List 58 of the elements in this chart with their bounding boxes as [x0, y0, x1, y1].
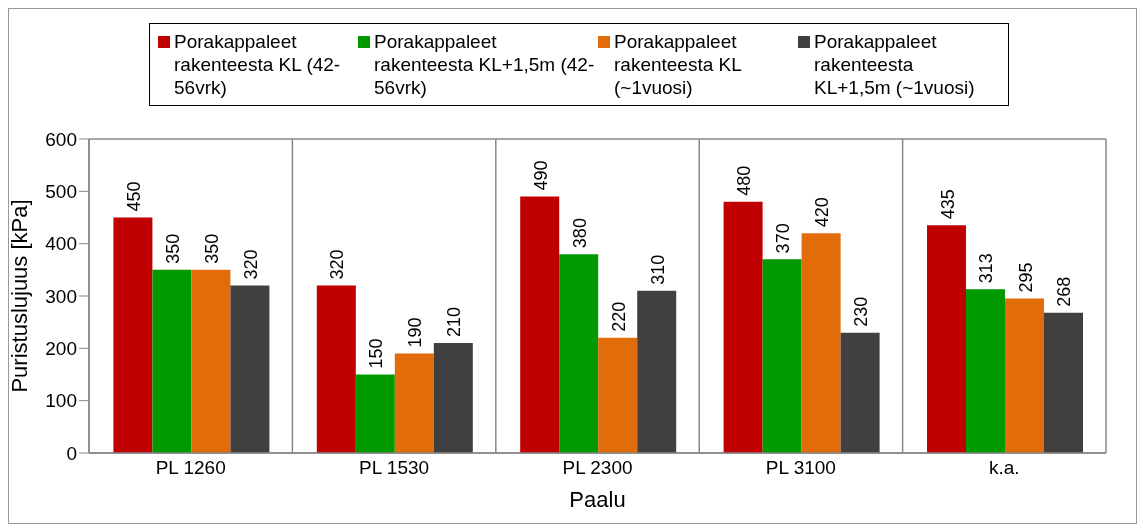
data-label: 313	[976, 253, 997, 284]
x-axis-title: Paalu	[569, 487, 626, 512]
data-label: 370	[773, 223, 794, 254]
bar	[355, 374, 395, 453]
y-tick-label: 200	[45, 338, 77, 360]
data-label: 350	[201, 233, 222, 264]
data-label: 295	[1015, 262, 1036, 293]
bar	[152, 269, 192, 453]
x-tick-label: PL 1530	[359, 457, 430, 479]
data-label: 150	[366, 338, 387, 369]
y-tick-label: 600	[45, 128, 77, 150]
data-label: 220	[608, 301, 629, 332]
data-label: 420	[812, 197, 833, 228]
bar	[598, 337, 638, 453]
bar	[637, 290, 677, 453]
data-label: 480	[734, 165, 755, 196]
x-tick-label: PL 2300	[562, 457, 633, 479]
data-label: 268	[1054, 276, 1075, 307]
bar	[230, 285, 270, 453]
bar	[394, 353, 434, 453]
data-label: 190	[405, 317, 426, 348]
data-label: 490	[530, 160, 551, 191]
y-tick-label: 500	[45, 181, 77, 203]
bar	[723, 201, 763, 453]
bar	[433, 343, 473, 453]
data-label: 450	[123, 181, 144, 212]
data-label: 320	[240, 249, 261, 280]
bar	[762, 259, 802, 453]
y-axis-title: Puristuslujuus [kPa]	[6, 199, 32, 393]
bar	[1005, 298, 1045, 453]
bar	[1044, 312, 1084, 453]
data-label: 350	[162, 233, 183, 264]
bar	[113, 217, 153, 453]
y-tick-label: 400	[45, 233, 77, 255]
y-tick-label: 0	[66, 442, 77, 464]
legend-label: Porakappaleet rakenteesta KL+1,5m (~1vuosi)	[814, 30, 976, 99]
data-label: 380	[569, 218, 590, 249]
bar	[316, 285, 356, 453]
data-label: 320	[327, 249, 348, 280]
y-tick-label: 300	[45, 285, 77, 307]
bar	[191, 269, 231, 453]
bar	[801, 233, 841, 453]
bar	[559, 254, 599, 453]
x-tick-label: PL 3100	[765, 457, 836, 479]
legend-label: Porakappaleet rakenteesta KL+1,5m (42-56vrk)	[374, 30, 596, 99]
bar	[840, 332, 880, 453]
bar	[927, 225, 967, 453]
x-tick-label: PL 1260	[155, 457, 226, 479]
bar	[966, 289, 1006, 453]
y-tick-label: 100	[45, 390, 77, 412]
x-tick-label: k.a.	[988, 457, 1020, 479]
legend-label: Porakappaleet rakenteesta KL (~1vuosi)	[614, 30, 743, 99]
data-label: 210	[444, 307, 465, 338]
legend-label: Porakappaleet rakenteesta KL (42-56vrk)	[174, 30, 342, 99]
data-label: 435	[937, 189, 958, 220]
bar	[520, 196, 560, 453]
data-label: 310	[647, 254, 668, 285]
data-label: 230	[851, 296, 872, 327]
